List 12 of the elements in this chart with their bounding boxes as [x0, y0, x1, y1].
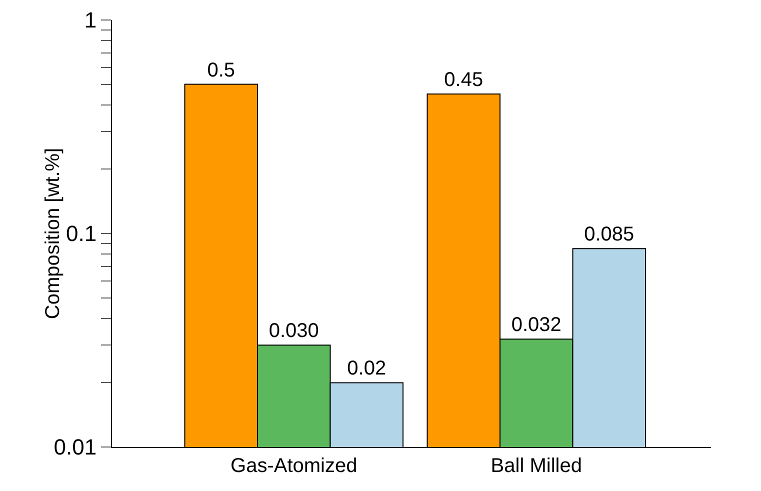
data-label: 0.030 — [268, 320, 319, 342]
x-tick-label: Gas-Atomized — [230, 455, 358, 477]
data-label: 0.085 — [584, 224, 634, 246]
y-tick-label: 0.1 — [66, 221, 97, 246]
data-label: 0.02 — [347, 358, 386, 380]
x-tick-label: Ball Milled — [490, 455, 582, 477]
y-axis-title: Composition [wt.%] — [42, 148, 64, 320]
y-tick-label: 0.01 — [54, 434, 97, 460]
data-label: 0.5 — [207, 59, 236, 82]
data-label: 0.032 — [511, 314, 562, 336]
data-label: 0.45 — [444, 69, 484, 92]
y-tick-label: 1 — [84, 8, 97, 33]
